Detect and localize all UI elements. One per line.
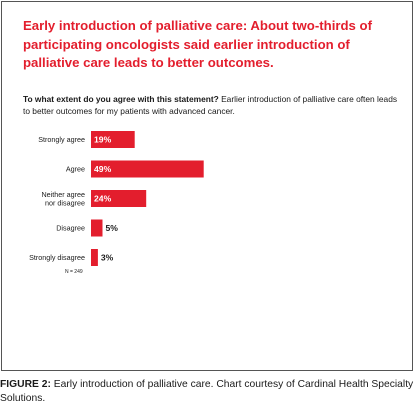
headline-text: Early introduction of palliative care: A… — [23, 18, 372, 70]
category-label: Strongly disagree — [29, 253, 85, 262]
value-label: 19% — [94, 135, 112, 145]
category-label: Strongly agree — [38, 135, 85, 144]
survey-question: To what extent do you agree with this st… — [23, 93, 398, 117]
figure-caption: FIGURE 2: Early introduction of palliati… — [0, 378, 414, 406]
sample-size-note: N = 249 — [65, 269, 83, 275]
value-label: 5% — [106, 223, 119, 233]
bar — [91, 190, 147, 207]
category-label: Disagree — [56, 224, 85, 233]
figure-frame — [1, 1, 413, 371]
figure-headline: Early introduction of palliative care: A… — [23, 17, 398, 73]
value-label: 49% — [94, 164, 112, 174]
category-label: Agree — [66, 165, 85, 174]
bar — [91, 160, 204, 178]
caption-label: FIGURE 2: — [0, 379, 51, 390]
question-lead: To what extent do you agree with this st… — [23, 94, 219, 104]
category-label: Neither agree nor disagree — [41, 190, 85, 208]
bar — [91, 131, 135, 148]
question-rest: Earlier introduction of palliative care … — [23, 94, 398, 116]
value-label: 24% — [94, 194, 112, 204]
caption-text: Early introduction of palliative care. C… — [0, 379, 414, 404]
value-label: 3% — [101, 253, 114, 263]
bar — [91, 249, 98, 266]
bar — [91, 219, 103, 237]
